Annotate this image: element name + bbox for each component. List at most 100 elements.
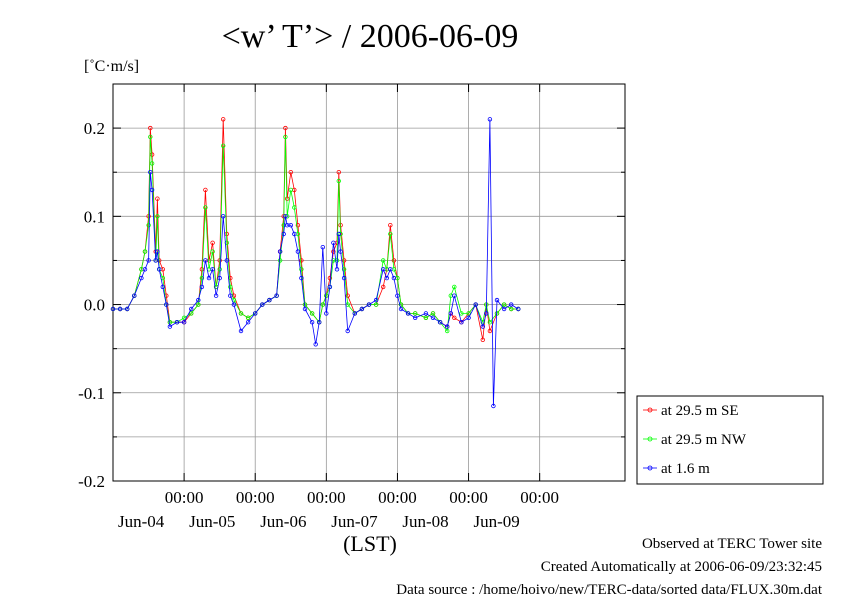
data-point: [320, 302, 325, 307]
data-point: [148, 169, 153, 175]
data-point: [203, 258, 208, 263]
data-point: [373, 302, 379, 307]
data-point: [437, 320, 443, 325]
footer-source: Data source : /home/hoivo/new/TERC-data/…: [396, 582, 822, 598]
data-point: [156, 267, 162, 272]
data-point: [238, 328, 244, 334]
data-point: [501, 306, 507, 312]
legend-label: at 1.6 m: [661, 461, 710, 477]
data-point: [466, 315, 471, 320]
series-1: [110, 117, 521, 342]
data-point: [445, 328, 450, 334]
data-point: [336, 231, 341, 237]
data-point: [252, 311, 258, 316]
data-point: [213, 293, 219, 298]
data-point: [391, 258, 397, 263]
x-tick-date-label: Jun-07: [331, 512, 378, 531]
data-point: [281, 231, 286, 237]
data-point: [341, 267, 347, 272]
series-2: [110, 134, 521, 334]
data-point: [309, 311, 315, 316]
data-point: [341, 275, 347, 281]
data-point: [430, 315, 436, 320]
legend-item: at 29.5 m SE: [643, 403, 739, 419]
data-point: [142, 249, 148, 254]
data-point: [299, 258, 304, 263]
x-tick-date-label: Jun-09: [474, 512, 520, 531]
y-tick-label: -0.2: [78, 472, 105, 491]
data-point: [117, 306, 123, 312]
data-point: [142, 267, 148, 272]
data-point: [336, 169, 341, 175]
series-3: [110, 117, 521, 409]
data-point: [274, 293, 279, 298]
data-point: [149, 161, 155, 166]
y-tick-label: 0.2: [84, 119, 105, 138]
data-point: [231, 302, 237, 307]
y-axis-ticks: 0.2 0.1 0.0 -0.1 -0.2: [78, 119, 625, 491]
data-point: [388, 267, 393, 272]
data-point: [267, 297, 272, 303]
data-point: [220, 214, 226, 219]
data-point: [484, 311, 489, 316]
x-tick-time-label: 00:00: [449, 488, 488, 507]
data-point: [155, 214, 160, 219]
data-point: [228, 284, 233, 290]
data-point: [220, 117, 226, 122]
data-point: [164, 302, 169, 307]
legend-swatch-marker: [647, 465, 653, 471]
y-axis-unit-label: [˚C·m/s]: [84, 58, 139, 75]
data-point: [181, 315, 187, 320]
data-point: [210, 249, 215, 254]
data-point: [149, 187, 155, 193]
data-point: [196, 297, 201, 303]
data-point: [148, 125, 153, 131]
data-point: [124, 306, 130, 312]
data-point: [395, 293, 400, 298]
data-point: [277, 258, 283, 263]
x-tick-date-label: Jun-04: [118, 512, 165, 531]
data-point: [288, 222, 293, 228]
data-point: [331, 240, 336, 245]
data-point: [295, 222, 301, 228]
data-point: [228, 293, 233, 298]
data-point: [516, 306, 521, 312]
data-point: [288, 169, 293, 175]
data-point: [388, 222, 393, 228]
data-point: [345, 328, 350, 334]
data-point: [188, 306, 194, 312]
data-point: [336, 178, 341, 184]
data-point: [283, 134, 288, 140]
data-point: [188, 311, 194, 316]
data-point: [480, 324, 485, 329]
data-point: [423, 311, 429, 316]
x-tick-time-label: 00:00: [236, 488, 275, 507]
grid-lines: [113, 84, 625, 481]
data-point: [132, 293, 137, 298]
y-tick-label: 0.1: [84, 207, 105, 226]
data-point: [181, 320, 187, 325]
data-point: [313, 342, 318, 347]
data-point: [203, 187, 208, 193]
data-point: [224, 258, 229, 263]
x-tick-time-label: 00:00: [520, 488, 559, 507]
data-point: [384, 275, 389, 281]
legend-swatch-marker: [647, 407, 653, 413]
data-point: [260, 302, 265, 307]
y-tick-label: 0.0: [84, 296, 105, 315]
data-point: [292, 205, 297, 210]
data-point: [210, 240, 215, 245]
y-tick-label: -0.1: [78, 384, 105, 403]
x-axis-ticks: 00:00Jun-0400:00Jun-0500:00Jun-0600:00Ju…: [118, 84, 559, 531]
data-point: [153, 258, 158, 263]
data-point: [398, 306, 404, 312]
footer-created: Created Automatically at 2006-06-09/23:3…: [540, 559, 822, 575]
x-tick-time-label: 00:00: [165, 488, 204, 507]
data-point: [494, 297, 500, 303]
data-point: [220, 143, 226, 148]
data-point: [459, 320, 464, 325]
legend-item: at 29.5 m NW: [643, 432, 747, 448]
data-point: [341, 258, 347, 263]
data-point: [309, 320, 315, 325]
